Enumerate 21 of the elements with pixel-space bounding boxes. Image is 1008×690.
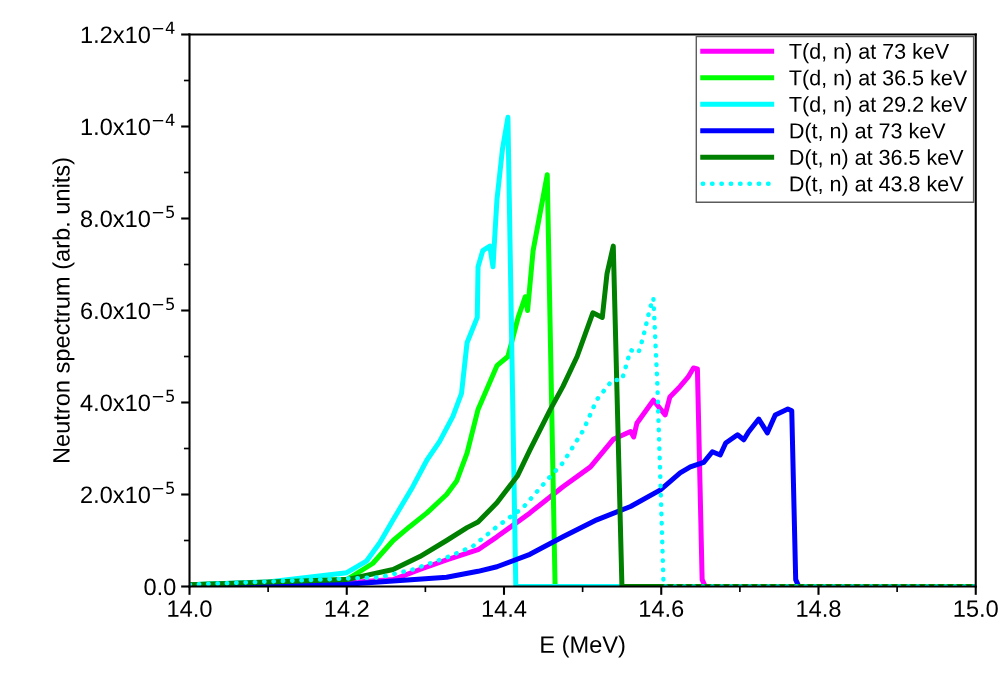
x-tick-label: 14.0 xyxy=(168,600,212,618)
legend-label: T(d, n) at 36.5 keV xyxy=(789,69,968,90)
y-axis-title: Neutron spectrum (arb. units) xyxy=(52,158,75,463)
legend-label: D(t, n) at 73 keV xyxy=(790,122,946,143)
legend-label: D(t, n) at 43.8 keV xyxy=(790,175,964,196)
y-tick-label: 6.0x10$^{−5}$ xyxy=(81,297,175,320)
y-tick-label: 1.2x10$^{−4}$ xyxy=(81,21,175,44)
legend-label: D(t, n) at 36.5 keV xyxy=(790,149,964,170)
x-axis-title: E (MeV) xyxy=(541,635,625,658)
x-tick-label: 14.2 xyxy=(325,600,369,617)
y-tick-label: 2.0x10$^{−5}$ xyxy=(81,481,175,504)
x-tick-label: 14.4 xyxy=(482,600,527,617)
legend-label: T(d, n) at 29.2 keV xyxy=(789,96,968,117)
y-tick-label: 1.0x10$^{−4}$ xyxy=(81,113,175,136)
x-tick-label: 15.0 xyxy=(954,600,998,618)
legend-label: T(d, n) at 73 keV xyxy=(789,43,950,64)
y-tick-label: 0.0 xyxy=(144,578,176,596)
x-tick-label: 14.6 xyxy=(640,600,684,618)
y-tick-label: 4.0x10$^{−5}$ xyxy=(80,389,175,412)
y-tick-label: 8.0x10$^{−5}$ xyxy=(81,205,175,228)
x-tick-label: 14.8 xyxy=(797,600,841,618)
